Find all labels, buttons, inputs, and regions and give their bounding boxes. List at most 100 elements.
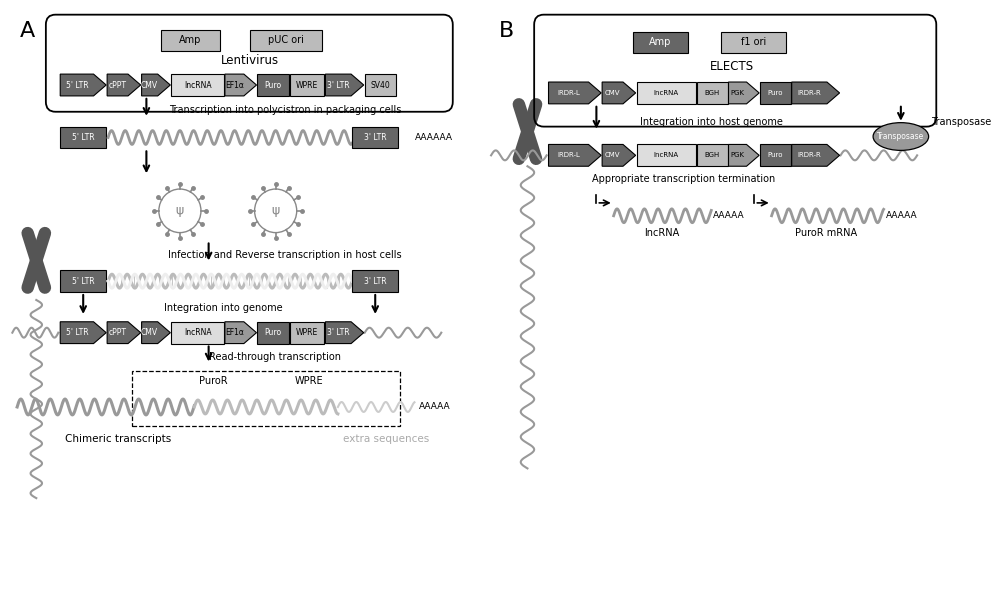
Text: SV40: SV40: [371, 80, 390, 89]
Text: 5' LTR: 5' LTR: [66, 80, 88, 89]
Text: CMV: CMV: [141, 80, 158, 89]
Text: f1 ori: f1 ori: [741, 38, 766, 48]
Text: EF1α: EF1α: [225, 80, 244, 89]
Text: Infection and Reverse transcription in host cells: Infection and Reverse transcription in h…: [168, 250, 402, 260]
Polygon shape: [225, 322, 257, 343]
Text: A: A: [20, 21, 35, 41]
Text: Puro: Puro: [768, 153, 783, 159]
FancyBboxPatch shape: [290, 74, 324, 96]
Text: lncRNA: lncRNA: [184, 328, 211, 337]
Polygon shape: [729, 144, 759, 166]
Text: EF1α: EF1α: [225, 328, 244, 337]
Polygon shape: [602, 144, 636, 166]
Text: CMV: CMV: [605, 90, 620, 96]
Text: 3' LTR: 3' LTR: [327, 328, 350, 337]
Text: CMV: CMV: [605, 153, 620, 159]
FancyBboxPatch shape: [697, 144, 728, 166]
FancyBboxPatch shape: [760, 82, 791, 104]
Text: lncRNA: lncRNA: [644, 228, 679, 238]
Polygon shape: [549, 144, 601, 166]
Text: pUC ori: pUC ori: [268, 35, 304, 45]
FancyBboxPatch shape: [60, 126, 106, 148]
FancyBboxPatch shape: [257, 322, 289, 343]
Polygon shape: [225, 74, 257, 96]
FancyBboxPatch shape: [365, 74, 396, 96]
Polygon shape: [602, 82, 636, 104]
Polygon shape: [729, 82, 759, 104]
Text: 3' LTR: 3' LTR: [364, 277, 387, 285]
FancyBboxPatch shape: [637, 82, 696, 104]
Text: AAAAA: AAAAA: [713, 211, 745, 221]
Text: extra sequences: extra sequences: [343, 434, 429, 443]
Text: AAAAA: AAAAA: [419, 402, 451, 411]
Text: WPRE: WPRE: [295, 376, 323, 386]
FancyBboxPatch shape: [697, 82, 728, 104]
Circle shape: [159, 189, 201, 232]
Text: lncRNA: lncRNA: [654, 153, 679, 159]
Text: Appropriate transcription termination: Appropriate transcription termination: [592, 174, 775, 184]
FancyBboxPatch shape: [161, 30, 220, 51]
FancyBboxPatch shape: [637, 144, 696, 166]
Text: PuroR mRNA: PuroR mRNA: [795, 228, 857, 238]
FancyBboxPatch shape: [352, 126, 398, 148]
Text: IRDR-R: IRDR-R: [797, 153, 821, 159]
FancyBboxPatch shape: [290, 322, 324, 343]
FancyBboxPatch shape: [721, 32, 786, 53]
FancyBboxPatch shape: [760, 144, 791, 166]
Text: Read-through transcription: Read-through transcription: [209, 352, 341, 362]
Text: B: B: [499, 21, 514, 41]
Text: 5' LTR: 5' LTR: [66, 328, 88, 337]
Text: Chimeric transcripts: Chimeric transcripts: [65, 434, 171, 443]
Polygon shape: [792, 82, 840, 104]
Text: Amp: Amp: [179, 35, 202, 45]
Text: 5' LTR: 5' LTR: [72, 133, 95, 142]
Text: ψ: ψ: [272, 204, 280, 218]
Polygon shape: [107, 74, 141, 96]
Text: WPRE: WPRE: [296, 80, 318, 89]
Polygon shape: [142, 74, 170, 96]
Text: ELECTS: ELECTS: [710, 60, 754, 73]
Text: Transposase: Transposase: [931, 117, 992, 127]
Text: AAAAA: AAAAA: [886, 211, 917, 221]
Text: Puro: Puro: [768, 90, 783, 96]
Text: Transposase: Transposase: [877, 132, 924, 141]
Text: Puro: Puro: [265, 80, 282, 89]
Polygon shape: [325, 74, 364, 96]
Text: Puro: Puro: [265, 328, 282, 337]
Text: 5' LTR: 5' LTR: [72, 277, 95, 285]
FancyBboxPatch shape: [250, 30, 322, 51]
Polygon shape: [142, 322, 170, 343]
Text: Transcription into polycistron in packaging cells: Transcription into polycistron in packag…: [169, 105, 401, 115]
Text: Lentivirus: Lentivirus: [221, 54, 279, 67]
Text: IRDR-R: IRDR-R: [797, 90, 821, 96]
Text: Integration into genome: Integration into genome: [164, 303, 282, 313]
Text: 3' LTR: 3' LTR: [364, 133, 387, 142]
FancyBboxPatch shape: [171, 322, 224, 343]
Text: 3' LTR: 3' LTR: [327, 80, 350, 89]
Text: WPRE: WPRE: [296, 328, 318, 337]
Text: BGH: BGH: [705, 90, 720, 96]
Text: cPPT: cPPT: [109, 80, 127, 89]
Polygon shape: [792, 144, 840, 166]
Ellipse shape: [873, 123, 929, 150]
Text: IRDR-L: IRDR-L: [557, 90, 580, 96]
FancyBboxPatch shape: [171, 74, 224, 96]
FancyBboxPatch shape: [352, 270, 398, 292]
Text: IRDR-L: IRDR-L: [557, 153, 580, 159]
Polygon shape: [60, 322, 106, 343]
Text: lncRNA: lncRNA: [184, 80, 211, 89]
Text: AAAAAA: AAAAAA: [414, 133, 452, 142]
FancyBboxPatch shape: [60, 270, 106, 292]
Text: cPPT: cPPT: [109, 328, 127, 337]
Text: ψ: ψ: [176, 204, 184, 218]
Circle shape: [255, 189, 297, 232]
Text: BGH: BGH: [705, 153, 720, 159]
Text: lncRNA: lncRNA: [654, 90, 679, 96]
Text: PuroR: PuroR: [199, 376, 228, 386]
Polygon shape: [549, 82, 601, 104]
Text: CMV: CMV: [141, 328, 158, 337]
FancyBboxPatch shape: [633, 32, 688, 53]
Polygon shape: [325, 322, 364, 343]
Text: PGK: PGK: [731, 153, 745, 159]
Polygon shape: [107, 322, 141, 343]
